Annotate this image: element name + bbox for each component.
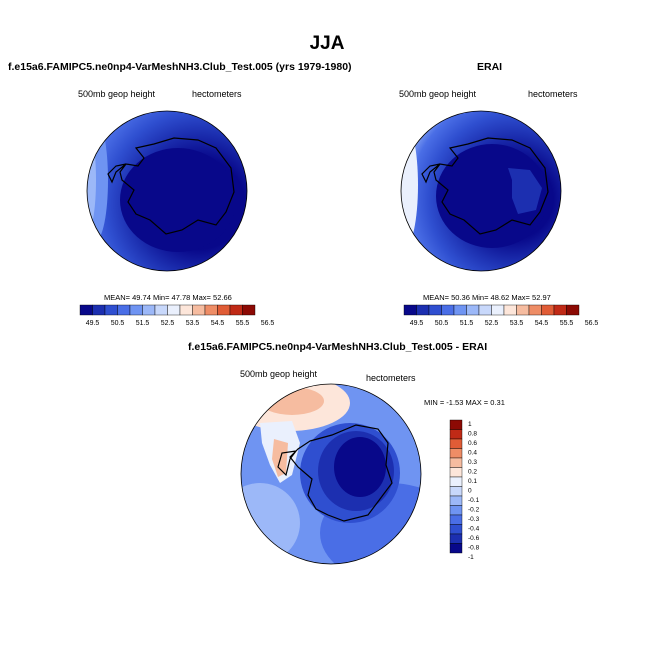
colorbar-swatch: [104, 304, 118, 316]
colorbar-swatch: [449, 467, 463, 478]
colorbar-swatch: [449, 486, 463, 497]
colorbar-tick-label: 0.8: [468, 431, 477, 438]
panel-1-variable-label: 500mb geop height: [78, 89, 156, 99]
antarctica-coastline: [421, 137, 549, 235]
colorbar-swatch: [566, 304, 580, 316]
panel-2-colorbar: 49.5 50.5 51.5 52.5 53.5 54.5 55.5 56.5: [403, 304, 598, 327]
colorbar-tick-label: 51.5: [136, 320, 150, 327]
colorbar-tick-label: 54.5: [535, 320, 549, 327]
colorbar-tick-label: 0.3: [468, 459, 477, 466]
colorbar-swatch: [129, 304, 143, 316]
colorbar-swatch: [449, 505, 463, 516]
colorbar-tick-label: 0.2: [468, 469, 477, 476]
colorbar-tick-label: -0.4: [468, 526, 480, 533]
colorbar-tick-label: 51.5: [460, 320, 474, 327]
colorbar-swatch: [229, 304, 243, 316]
colorbar-tick-label: 52.5: [485, 320, 499, 327]
colorbar-tick-label: -0.2: [468, 507, 480, 514]
antarctica-coastline: [277, 424, 393, 522]
colorbar-swatch: [217, 304, 231, 316]
panel-2-polar-map: [400, 110, 562, 272]
colorbar-tick-label: 53.5: [510, 320, 524, 327]
panel-2-variable-label: 500mb geop height: [399, 89, 477, 99]
panel-3-difference-map: [240, 383, 422, 565]
colorbar-swatch: [478, 304, 492, 316]
colorbar-swatch: [92, 304, 106, 316]
colorbar-tick-label: 49.5: [410, 320, 424, 327]
colorbar-tick-label: 50.5: [111, 320, 125, 327]
colorbar-swatch: [449, 495, 463, 506]
colorbar-tick-label: -1: [468, 554, 474, 561]
panel-1-polar-map: [86, 110, 248, 272]
antarctica-coastline: [107, 137, 235, 235]
colorbar-swatch: [403, 304, 417, 316]
colorbar-tick-label: 55.5: [560, 320, 574, 327]
colorbar-swatch: [491, 304, 505, 316]
colorbar-tick-label: 50.5: [435, 320, 449, 327]
colorbar-swatch: [167, 304, 181, 316]
panel-3-units-label: hectometers: [366, 373, 416, 383]
colorbar-swatch: [242, 304, 256, 316]
colorbar-tick-label: 1: [468, 421, 472, 428]
colorbar-tick-label: 56.5: [261, 320, 275, 327]
colorbar-swatch: [117, 304, 131, 316]
colorbar-swatch: [449, 419, 463, 430]
colorbar-swatch: [449, 543, 463, 554]
colorbar-swatch: [516, 304, 530, 316]
main-title: JJA: [309, 33, 345, 54]
colorbar-tick-label: -0.1: [468, 497, 480, 504]
panel-3-title: f.e15a6.FAMIPC5.ne0np4-VarMeshNH3.Club_T…: [188, 341, 488, 353]
colorbar-tick-label: 52.5: [161, 320, 175, 327]
colorbar-tick-label: 0.6: [468, 440, 477, 447]
colorbar-tick-label: -0.6: [468, 535, 480, 542]
colorbar-swatch: [449, 448, 463, 459]
panel-2-units-label: hectometers: [528, 89, 578, 99]
colorbar-swatch: [453, 304, 467, 316]
colorbar-swatch: [154, 304, 168, 316]
colorbar-swatch: [503, 304, 517, 316]
colorbar-tick-label: 55.5: [236, 320, 250, 327]
colorbar-swatch: [449, 429, 463, 440]
colorbar-swatch: [192, 304, 206, 316]
colorbar-swatch: [466, 304, 480, 316]
colorbar-swatch: [79, 304, 93, 316]
colorbar-swatch: [449, 514, 463, 525]
panel-1-title: f.e15a6.FAMIPC5.ne0np4-VarMeshNH3.Club_T…: [8, 61, 352, 73]
colorbar-swatch: [142, 304, 156, 316]
colorbar-swatch: [449, 476, 463, 487]
panel-3-colorbar: 1 0.8 0.6 0.4 0.3 0.2 0.1 0 -0.1 -0.2 -0.3 -0.4 -0.6…: [449, 419, 480, 561]
colorbar-swatch: [204, 304, 218, 316]
colorbar-swatch: [179, 304, 193, 316]
colorbar-tick-label: 0.1: [468, 478, 477, 485]
panel-3-variable-label: 500mb geop height: [240, 369, 318, 379]
panel-1-colorbar: 49.5 50.5 51.5 52.5 53.5 54.5 55.5 56.5: [79, 304, 274, 327]
panel-2-title: ERAI: [477, 61, 503, 73]
colorbar-tick-label: 0.4: [468, 450, 477, 457]
colorbar-swatch: [553, 304, 567, 316]
colorbar-swatch: [416, 304, 430, 316]
colorbar-swatch: [449, 524, 463, 535]
colorbar-swatch: [528, 304, 542, 316]
colorbar-tick-label: 56.5: [585, 320, 599, 327]
panel-3-stats: MIN = -1.53 MAX = 0.31: [424, 398, 505, 407]
colorbar-tick-label: 53.5: [186, 320, 200, 327]
colorbar-tick-label: -0.8: [468, 545, 480, 552]
colorbar-tick-label: -0.3: [468, 516, 480, 523]
colorbar-tick-label: 49.5: [86, 320, 100, 327]
colorbar-swatch: [428, 304, 442, 316]
colorbar-swatch: [441, 304, 455, 316]
colorbar-swatch: [449, 457, 463, 468]
panel-2-stats: MEAN= 50.36 Min= 48.62 Max= 52.97: [423, 293, 551, 302]
colorbar-tick-label: 0: [468, 488, 472, 495]
colorbar-tick-label: 54.5: [211, 320, 225, 327]
panel-1-units-label: hectometers: [192, 89, 242, 99]
colorbar-swatch: [449, 533, 463, 544]
colorbar-swatch: [449, 438, 463, 449]
colorbar-swatch: [541, 304, 555, 316]
panel-1-stats: MEAN= 49.74 Min= 47.78 Max= 52.66: [104, 293, 232, 302]
